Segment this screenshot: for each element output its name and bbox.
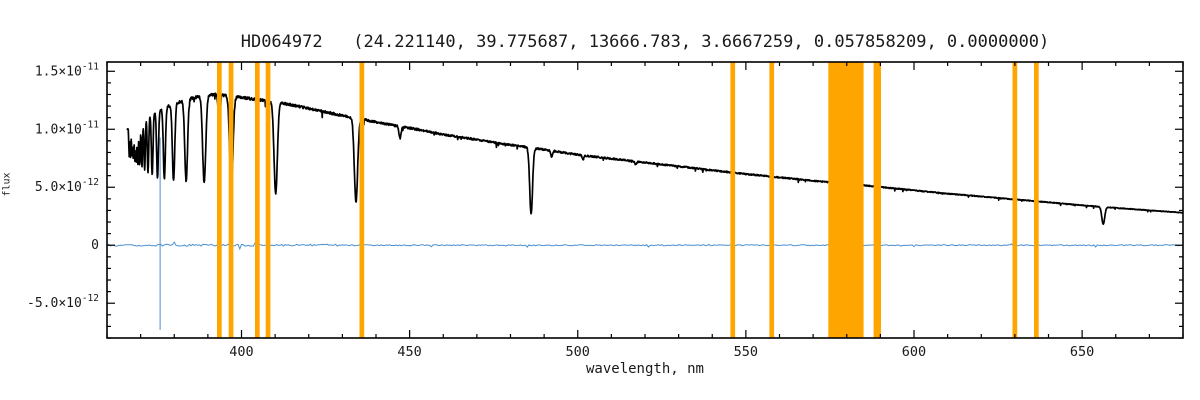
masked-band: [769, 62, 775, 338]
x-tick-label: 400: [229, 344, 253, 360]
spectrum-curve: [126, 92, 1184, 225]
masked-band: [873, 62, 881, 338]
x-tick-label: 650: [1070, 344, 1094, 360]
y-tick-label: -5.0×10-12: [27, 293, 99, 311]
x-axis-label: wavelength, nm: [585, 361, 704, 377]
masked-band: [828, 62, 864, 338]
masked-band: [1012, 62, 1018, 338]
x-tick-label: 600: [902, 344, 926, 360]
y-tick-label: 0: [91, 238, 99, 253]
masked-band: [1034, 62, 1039, 338]
masked-band: [217, 62, 222, 338]
masked-band: [730, 62, 736, 338]
masked-band: [359, 62, 365, 338]
y-tick-label: 1.5×10-11: [35, 61, 99, 79]
y-tick-label: 5.0×10-12: [35, 177, 99, 195]
y-tick-label: 1.0×10-11: [35, 119, 99, 137]
masked-band: [228, 62, 234, 338]
masked-band: [265, 62, 271, 338]
masked-band: [255, 62, 260, 338]
noise-trace: [106, 241, 1184, 251]
plot-title: HD064972 (24.221140, 39.775687, 13666.78…: [240, 32, 1050, 52]
x-tick-label: 550: [734, 344, 758, 360]
x-tick-label: 450: [397, 344, 421, 360]
x-tick-label: 500: [566, 344, 590, 360]
y-axis-label: flux: [1, 172, 13, 197]
